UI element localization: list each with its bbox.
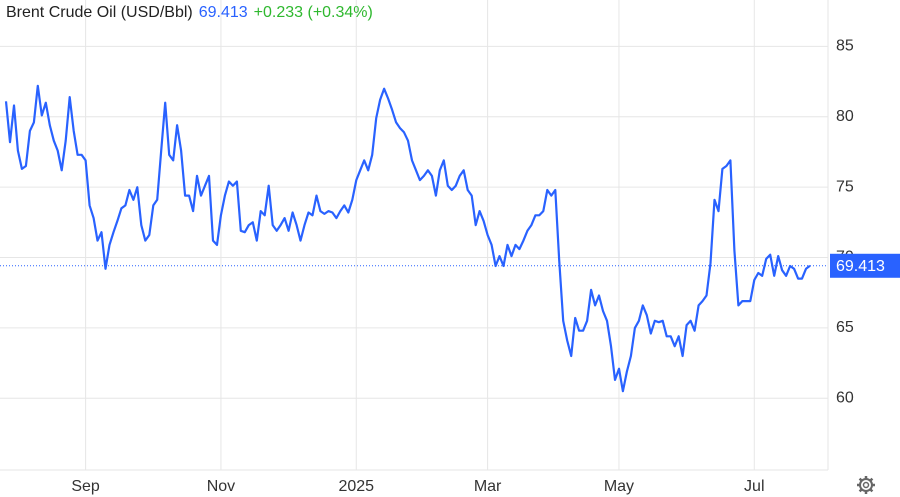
- last-price: 69.413: [198, 4, 248, 21]
- y-tick-label: 65: [836, 319, 854, 336]
- settings-icon[interactable]: [857, 476, 875, 494]
- y-tick-label: 80: [836, 108, 854, 125]
- change: +0.233 (+0.34%): [253, 4, 373, 21]
- price-line: [4, 84, 811, 393]
- x-tick-label: May: [604, 478, 634, 495]
- x-tick-label: Jul: [744, 478, 764, 495]
- gear-hole: [862, 481, 870, 489]
- title: Brent Crude Oil (USD/Bbl): [6, 4, 193, 21]
- header: Brent Crude Oil (USD/Bbl) 69.413 +0.233 (+…: [6, 4, 379, 22]
- x-tick-label: Sep: [71, 478, 100, 495]
- x-tick-label: Mar: [474, 478, 502, 495]
- x-tick-label: 2025: [338, 478, 374, 495]
- x-tick-label: Nov: [207, 478, 235, 495]
- y-tick-label: 75: [836, 178, 854, 195]
- last-price-box: [830, 253, 900, 278]
- last-price-label: 69.413: [836, 258, 885, 275]
- y-tick-label: 85: [836, 38, 854, 55]
- gear-teeth: [857, 476, 875, 494]
- y-tick-label: 60: [836, 389, 854, 406]
